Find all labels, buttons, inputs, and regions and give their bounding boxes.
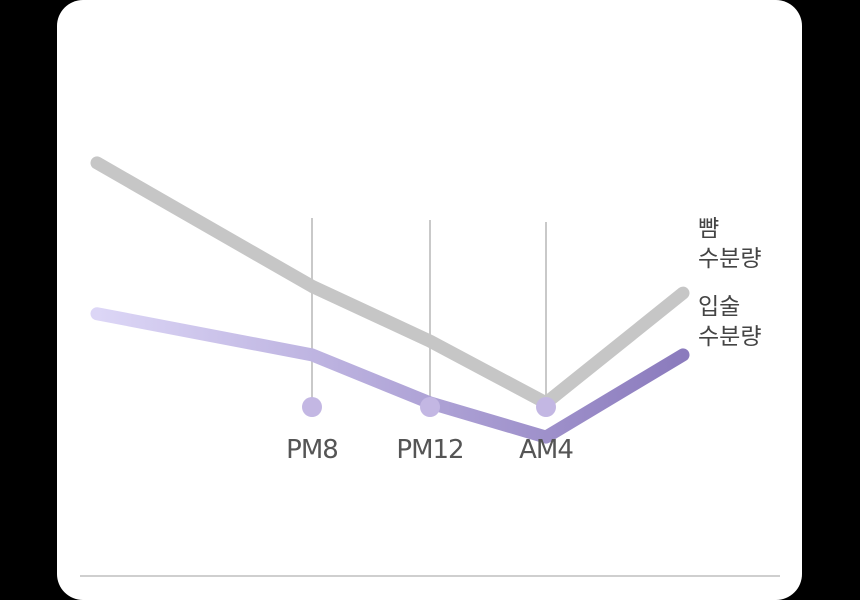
x-tick-label-am4: AM4 [519, 435, 573, 465]
bottom-divider [80, 575, 780, 577]
x-tick-label-pm8: PM8 [286, 435, 338, 465]
time-marker-am4 [536, 397, 556, 417]
time-marker-pm12 [420, 397, 440, 417]
series-line-lip-moisture [90, 307, 690, 444]
time-marker-pm8 [302, 397, 322, 417]
legend-label-line: 입술 [698, 294, 740, 320]
series-line-cheek-moisture [90, 156, 690, 410]
legend-label-line: 수분량 [698, 246, 761, 272]
legend-label-line: 수분량 [698, 324, 761, 350]
legend-label-line: 뺨 [698, 216, 719, 242]
x-tick-label-pm12: PM12 [396, 435, 463, 465]
